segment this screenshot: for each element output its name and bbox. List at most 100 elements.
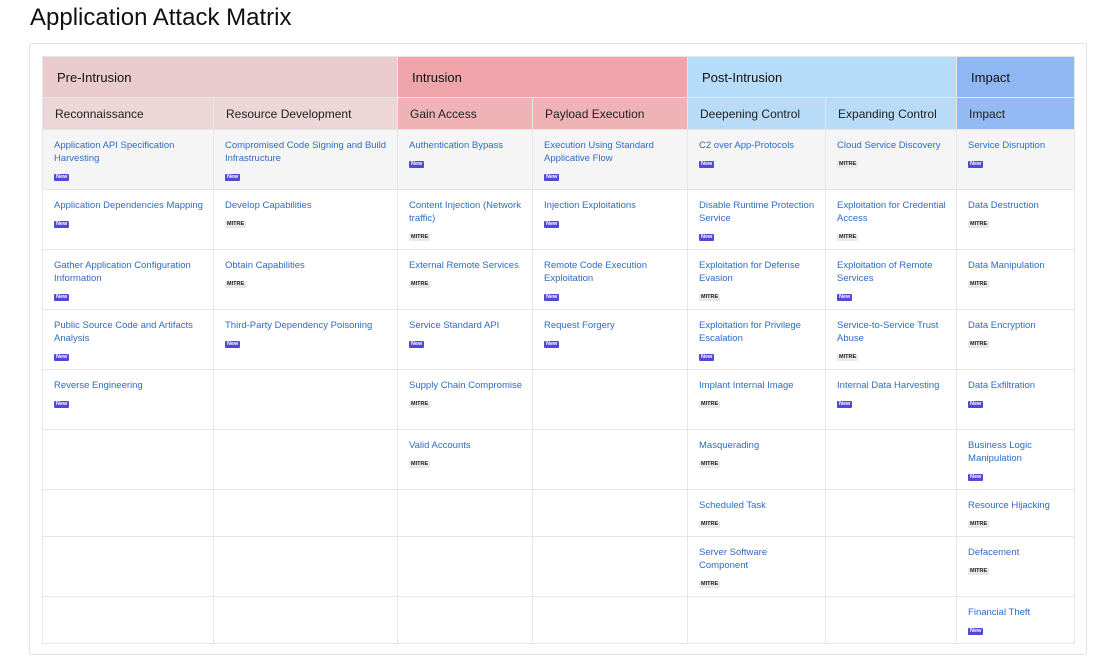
new-badge: New xyxy=(54,221,70,228)
tactic-header-reconnaissance: Reconnaissance xyxy=(42,97,214,130)
technique-link[interactable]: Financial Theft xyxy=(968,607,1031,618)
technique-cell: Masquerading MITRE xyxy=(687,429,827,490)
empty-cell xyxy=(825,596,958,644)
empty-cell xyxy=(825,429,958,490)
technique-link[interactable]: Supply Chain Compromise xyxy=(409,380,523,391)
empty-cell xyxy=(532,429,689,490)
technique-link[interactable]: Exploitation for Credential Access xyxy=(837,200,946,224)
technique-link[interactable]: Data Destruction xyxy=(968,200,1039,211)
technique-cell: Exploitation for Defense Evasion MITRE xyxy=(687,249,827,310)
new-badge: New xyxy=(837,294,853,301)
technique-link[interactable]: Business Logic Manipulation xyxy=(968,440,1032,464)
technique-link[interactable]: Defacement xyxy=(968,547,1020,558)
technique-link[interactable]: Scheduled Task xyxy=(699,500,766,511)
matrix-row: Public Source Code and Artifacts Analysi… xyxy=(42,309,1076,370)
mitre-badge: MITRE xyxy=(409,234,431,241)
empty-cell xyxy=(532,489,689,537)
technique-link[interactable]: Application API Specification Harvesting xyxy=(54,140,175,164)
technique-link[interactable]: Compromised Code Signing and Build Infra… xyxy=(225,140,387,164)
empty-cell xyxy=(687,596,827,644)
technique-link[interactable]: Data Encryption xyxy=(968,320,1036,331)
technique-cell: Application API Specification Harvesting… xyxy=(42,129,214,190)
mitre-badge: MITRE xyxy=(409,461,431,468)
technique-link[interactable]: Service-to-Service Trust Abuse xyxy=(837,320,939,344)
mitre-badge: MITRE xyxy=(409,401,431,408)
technique-link[interactable]: Resource Hijacking xyxy=(968,500,1050,511)
new-badge: New xyxy=(544,341,560,348)
technique-cell: Cloud Service Discovery MITRE xyxy=(825,129,958,190)
technique-link[interactable]: Injection Exploitations xyxy=(544,200,636,211)
technique-cell: Exploitation for Credential Access MITRE xyxy=(825,189,958,250)
empty-cell xyxy=(42,596,214,644)
phase-header-post-intrusion: Post-Intrusion xyxy=(687,56,958,98)
mitre-badge: MITRE xyxy=(968,568,990,575)
technique-link[interactable]: Authentication Bypass xyxy=(409,140,504,151)
mitre-badge: MITRE xyxy=(699,401,721,408)
mitre-badge: MITRE xyxy=(837,354,859,361)
empty-cell xyxy=(397,596,534,644)
empty-cell xyxy=(42,489,214,537)
technique-link[interactable]: Implant Internal Image xyxy=(699,380,794,391)
technique-cell: Financial Theft New xyxy=(956,596,1076,644)
technique-link[interactable]: Application Dependencies Mapping xyxy=(54,200,203,211)
empty-cell xyxy=(825,489,958,537)
empty-cell xyxy=(825,536,958,597)
technique-cell: Scheduled Task MITRE xyxy=(687,489,827,537)
technique-link[interactable]: Exploitation of Remote Services xyxy=(837,260,933,284)
technique-link[interactable]: Public Source Code and Artifacts Analysi… xyxy=(54,320,193,344)
mitre-badge: MITRE xyxy=(225,221,247,228)
matrix-row: Financial Theft New xyxy=(42,596,1076,644)
technique-cell: Supply Chain Compromise MITRE xyxy=(397,369,534,430)
technique-cell: Implant Internal Image MITRE xyxy=(687,369,827,430)
technique-link[interactable]: Data Manipulation xyxy=(968,260,1045,271)
technique-link[interactable]: Gather Application Configuration Informa… xyxy=(54,260,191,284)
technique-link[interactable]: Exploitation for Defense Evasion xyxy=(699,260,800,284)
tactic-header-payload-execution: Payload Execution xyxy=(532,97,689,130)
technique-cell: Develop Capabilities MITRE xyxy=(212,189,399,250)
technique-link[interactable]: Internal Data Harvesting xyxy=(837,380,940,391)
technique-link[interactable]: Remote Code Execution Exploitation xyxy=(544,260,647,284)
technique-link[interactable]: Service Standard API xyxy=(409,320,500,331)
new-badge: New xyxy=(54,354,70,361)
technique-cell: Service Disruption New xyxy=(956,129,1076,190)
technique-link[interactable]: C2 over App-Protocols xyxy=(699,140,795,151)
technique-link[interactable]: Obtain Capabilities xyxy=(225,260,305,271)
technique-link[interactable]: Masquerading xyxy=(699,440,760,451)
technique-cell: Injection Exploitations New xyxy=(532,189,689,250)
mitre-badge: MITRE xyxy=(699,521,721,528)
mitre-badge: MITRE xyxy=(409,281,431,288)
new-badge: New xyxy=(54,294,70,301)
new-badge: New xyxy=(968,401,984,408)
technique-cell: Business Logic Manipulation New xyxy=(956,429,1076,490)
matrix-row: Reverse Engineering New Supply Chain Compr… xyxy=(42,369,1076,430)
technique-cell: Data Destruction MITRE xyxy=(956,189,1076,250)
technique-link[interactable]: Valid Accounts xyxy=(409,440,471,451)
technique-link[interactable]: External Remote Services xyxy=(409,260,519,271)
technique-link[interactable]: Reverse Engineering xyxy=(54,380,143,391)
technique-link[interactable]: Server Software Component xyxy=(699,547,768,571)
technique-link[interactable]: Data Exfiltration xyxy=(968,380,1036,391)
tactic-header-deepening-control: Deepening Control xyxy=(687,97,827,130)
matrix-row: Server Software Component MITRE Defacement… xyxy=(42,536,1076,597)
empty-cell xyxy=(42,536,214,597)
technique-link[interactable]: Disable Runtime Protection Service xyxy=(699,200,815,224)
technique-cell: Request Forgery New xyxy=(532,309,689,370)
technique-link[interactable]: Exploitation for Privilege Escalation xyxy=(699,320,801,344)
technique-cell: Valid Accounts MITRE xyxy=(397,429,534,490)
technique-link[interactable]: Third-Party Dependency Poisoning xyxy=(225,320,373,331)
technique-cell: Service-to-Service Trust Abuse MITRE xyxy=(825,309,958,370)
new-badge: New xyxy=(544,221,560,228)
new-badge: New xyxy=(968,628,984,635)
technique-link[interactable]: Service Disruption xyxy=(968,140,1046,151)
mitre-badge: MITRE xyxy=(699,294,721,301)
empty-cell xyxy=(212,369,399,430)
technique-link[interactable]: Request Forgery xyxy=(544,320,615,331)
technique-link[interactable]: Cloud Service Discovery xyxy=(837,140,941,151)
mitre-badge: MITRE xyxy=(699,581,721,588)
phase-header-pre-intrusion: Pre-Intrusion xyxy=(41,56,399,98)
empty-cell xyxy=(42,429,214,490)
technique-link[interactable]: Content Injection (Network traffic) xyxy=(409,200,521,224)
technique-link[interactable]: Execution Using Standard Applicative Flo… xyxy=(544,140,654,164)
technique-link[interactable]: Develop Capabilities xyxy=(225,200,312,211)
tactic-header-expanding-control: Expanding Control xyxy=(825,97,958,130)
